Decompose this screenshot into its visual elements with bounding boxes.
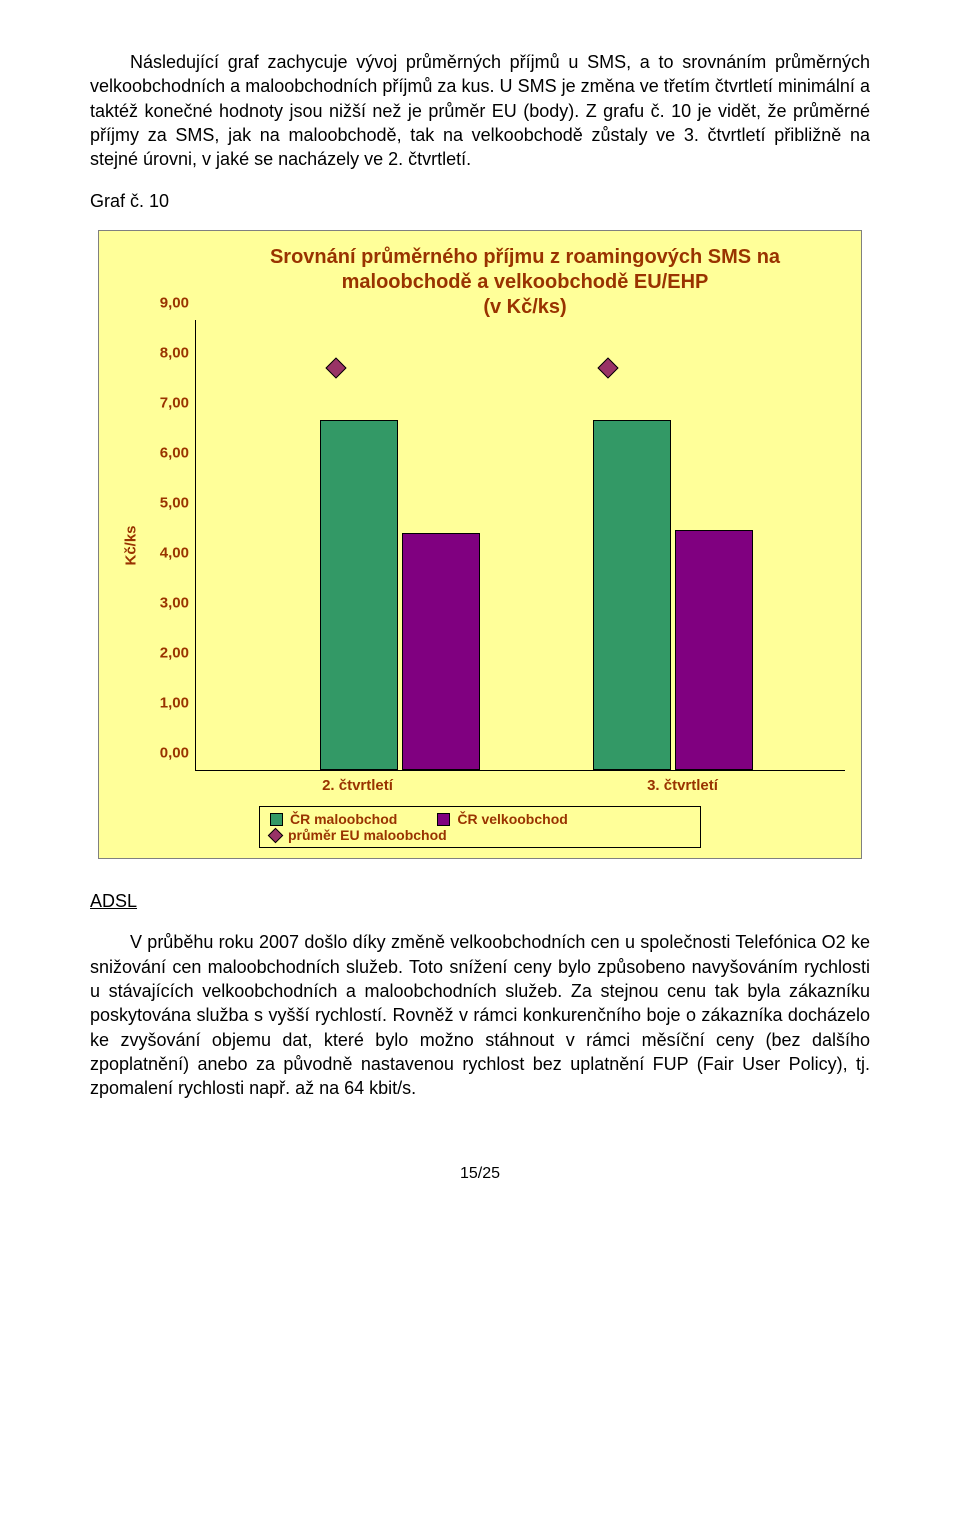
bar-cluster	[576, 420, 771, 770]
page-number: 15/25	[90, 1165, 870, 1183]
chart-title-line1: Srovnání průměrného příjmu z roamingovýc…	[270, 246, 780, 268]
y-tick-label: 5,00	[160, 495, 189, 512]
bar-cluster	[303, 420, 498, 770]
x-tick-label: 2. čtvrtletí	[195, 777, 520, 794]
y-tick-label: 8,00	[160, 345, 189, 362]
adsl-paragraph: V průběhu roku 2007 došlo díky změně vel…	[90, 930, 870, 1100]
y-tick-label: 4,00	[160, 545, 189, 562]
legend-label: průměr EU maloobchod	[288, 827, 447, 843]
adsl-heading: ADSL	[90, 891, 870, 912]
bar	[593, 420, 671, 770]
legend-square-icon	[270, 813, 283, 826]
plot-area	[195, 320, 845, 771]
y-tick-label: 9,00	[160, 295, 189, 312]
legend-label: ČR maloobchod	[290, 811, 397, 827]
bar	[675, 530, 753, 770]
legend-item: ČR velkoobchod	[437, 811, 567, 827]
y-tick-label: 0,00	[160, 745, 189, 762]
chart-container: Srovnání průměrného příjmu z roamingovýc…	[98, 230, 862, 859]
intro-paragraph: Následující graf zachycuje vývoj průměrn…	[90, 50, 870, 171]
legend-item: průměr EU maloobchod	[270, 827, 447, 843]
y-tick-label: 2,00	[160, 645, 189, 662]
x-axis-labels: 2. čtvrtletí3. čtvrtletí	[195, 777, 845, 794]
diamond-marker	[598, 357, 619, 378]
x-tick-label: 3. čtvrtletí	[520, 777, 845, 794]
chart-title-line2: maloobchodě a velkoobchodě EU/EHP	[342, 271, 709, 293]
chart-title: Srovnání průměrného příjmu z roamingovýc…	[205, 245, 845, 320]
bar	[402, 533, 480, 771]
legend-label: ČR velkoobchod	[457, 811, 567, 827]
bar	[320, 420, 398, 770]
legend-diamond-icon	[268, 828, 284, 844]
y-tick-label: 1,00	[160, 695, 189, 712]
y-tick-label: 6,00	[160, 445, 189, 462]
chart-legend: ČR maloobchod ČR velkoobchod průměr EU mal…	[259, 806, 701, 848]
y-axis-label: Kč/ks	[123, 526, 140, 566]
legend-item: ČR maloobchod	[270, 811, 397, 827]
legend-square-icon	[437, 813, 450, 826]
diamond-marker	[325, 357, 346, 378]
y-ticks: 0,001,002,003,004,005,006,007,008,009,00	[147, 320, 195, 770]
y-tick-label: 3,00	[160, 595, 189, 612]
figure-reference: Graf č. 10	[90, 191, 870, 212]
y-tick-label: 7,00	[160, 395, 189, 412]
chart-title-line3: (v Kč/ks)	[483, 296, 566, 318]
